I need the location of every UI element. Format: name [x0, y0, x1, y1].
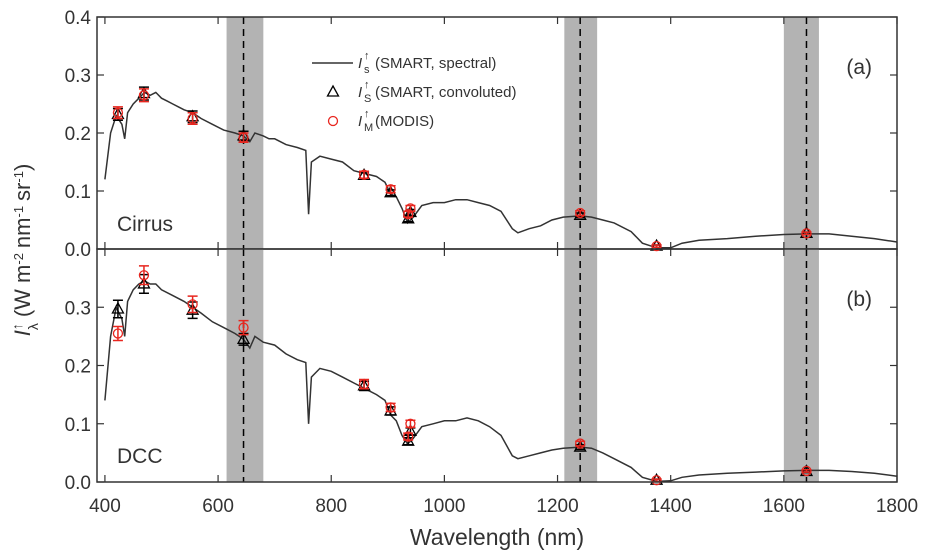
- y-axis-label: Iλ↑(W m-2nm-1sr-1): [9, 164, 41, 337]
- circle-marker: [403, 431, 414, 442]
- shaded-band: [226, 249, 264, 482]
- circle-marker: [801, 228, 812, 239]
- y-label-symbol: I: [10, 330, 35, 336]
- circle-marker: [358, 378, 370, 390]
- circle-marker: [238, 322, 249, 333]
- legend-sup: ↑: [364, 50, 370, 62]
- y-label-unit: (W m: [10, 265, 35, 318]
- legend-symbol: I: [358, 84, 362, 101]
- legend-label: (MODIS): [375, 113, 434, 130]
- x-tick-label: 1600: [763, 496, 805, 517]
- triangle-marker: [137, 276, 151, 289]
- circle-marker: [238, 132, 249, 143]
- circle-marker: [651, 475, 662, 486]
- error-bar: [187, 295, 198, 314]
- legend-sub: S: [364, 93, 371, 105]
- circle-marker: [358, 169, 370, 180]
- legend-label: (SMART, convoluted): [375, 84, 516, 101]
- x-tick-label: 1000: [423, 496, 465, 517]
- circle-marker: [187, 113, 198, 124]
- circle-marker: [112, 328, 124, 339]
- y-tick-label: 0.4: [65, 8, 92, 29]
- circle-marker: [801, 465, 812, 477]
- error-bar: [651, 244, 662, 249]
- x-tick-label: 600: [202, 496, 234, 517]
- legend-circle: [327, 115, 339, 127]
- triangle-marker: [186, 302, 200, 315]
- x-tick-label: 1800: [876, 496, 918, 517]
- y-label-unit: -2: [11, 253, 26, 265]
- y-label-unit: sr: [10, 183, 35, 201]
- circle-marker: [385, 402, 396, 413]
- x-tick-label: 400: [89, 496, 121, 517]
- y-tick-label: 0.2: [65, 124, 91, 145]
- legend-symbol: I: [358, 55, 362, 72]
- circle-marker: [575, 438, 586, 449]
- triangle-marker: [384, 403, 398, 416]
- triangle-marker: [403, 423, 418, 436]
- triangle-marker: [111, 301, 125, 314]
- circle-marker: [187, 299, 198, 310]
- triangle-marker: [573, 208, 587, 221]
- triangle-marker: [357, 378, 371, 391]
- y-tick-label: 0.0: [65, 240, 91, 261]
- circle-marker: [651, 240, 662, 252]
- circle-marker: [575, 207, 586, 219]
- triangle-marker: [236, 331, 251, 344]
- y-label-unit: -1: [11, 206, 26, 218]
- y-tick-label: 0.3: [65, 298, 91, 319]
- error-bar: [138, 265, 149, 286]
- circle-marker: [385, 184, 396, 195]
- y-tick-label: 0.3: [65, 66, 91, 87]
- y-label-unit: -1: [11, 171, 26, 183]
- y-tick-label: 0.1: [65, 182, 91, 203]
- case-label: DCC: [117, 445, 163, 468]
- legend-triangle: [326, 84, 340, 97]
- panel-label: (b): [846, 288, 872, 311]
- legend-sub: s: [364, 64, 370, 76]
- y-label-sub: λ: [25, 323, 41, 330]
- x-tick-label: 1400: [650, 496, 692, 517]
- x-tick-label: 1200: [536, 496, 578, 517]
- case-label: Cirrus: [117, 213, 173, 236]
- spectral-line: [104, 91, 898, 249]
- legend-sup: ↑: [364, 108, 370, 120]
- error-bar: [801, 469, 812, 473]
- circle-marker: [405, 203, 416, 214]
- spectral-line: [104, 280, 898, 483]
- shaded-band: [783, 249, 819, 482]
- legend-sup: ↑: [364, 79, 370, 91]
- legend-label: (SMART, spectral): [375, 55, 496, 72]
- x-tick-label: 800: [315, 496, 347, 517]
- x-axis-label: Wavelength (nm): [410, 524, 584, 550]
- y-label-unit: ): [10, 164, 35, 171]
- triangle-marker: [384, 185, 398, 198]
- circle-marker: [138, 90, 150, 101]
- circle-marker: [403, 209, 414, 220]
- shaded-band: [783, 17, 819, 249]
- legend-sub: M: [364, 122, 373, 134]
- y-tick-label: 0.2: [65, 357, 91, 378]
- circle-marker: [112, 107, 124, 118]
- legend-symbol: I: [358, 113, 362, 130]
- panel-label: (a): [846, 56, 872, 79]
- circle-marker: [405, 418, 416, 429]
- plot-frame: [96, 16, 898, 250]
- y-label-sup: ↑: [9, 323, 25, 330]
- y-tick-label: 0.0: [65, 473, 91, 494]
- y-label-unit: nm: [10, 218, 35, 249]
- circle-marker: [138, 270, 150, 281]
- y-tick-label: 0.1: [65, 415, 91, 436]
- plot-frame: [96, 248, 898, 483]
- error-bar: [801, 231, 812, 236]
